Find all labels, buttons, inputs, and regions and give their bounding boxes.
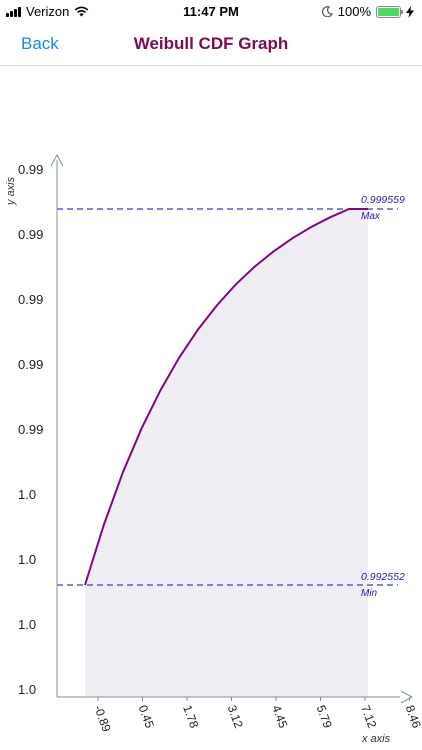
navigation-bar: Back Weibull CDF Graph: [0, 24, 422, 66]
x-tick-label: 5.79: [314, 703, 335, 730]
wifi-icon: [75, 6, 89, 17]
y-tick-label: 1.0: [18, 617, 36, 632]
status-time: 11:47 PM: [183, 4, 239, 19]
page-title: Weibull CDF Graph: [133, 34, 289, 53]
x-tick-label: 7.12: [358, 703, 379, 730]
y-tick-label: 0.99: [18, 162, 43, 177]
min-value-label: 0.992552: [361, 571, 405, 583]
status-right: 100%: [321, 4, 414, 19]
status-left: Verizon: [6, 4, 89, 19]
y-axis-arrow-icon: [50, 153, 64, 167]
cdf-area-fill: [85, 209, 368, 697]
signal-strength-icon: [6, 6, 21, 17]
min-label: Min: [361, 588, 378, 599]
carrier-name: Verizon: [26, 4, 70, 19]
x-axis-arrow-icon: [400, 690, 414, 704]
battery-icon: [376, 5, 403, 18]
x-tick-label: 1.78: [180, 703, 201, 730]
moon-icon: [321, 6, 333, 17]
max-label: Max: [361, 211, 381, 222]
back-button[interactable]: Back: [21, 34, 59, 53]
y-tick-label: 0.99: [18, 292, 43, 307]
y-tick-label: 1.0: [18, 487, 36, 502]
y-tick-label: 0.99: [18, 357, 43, 372]
x-axis-label: x axis: [361, 733, 391, 745]
x-tick-label: -0.89: [91, 703, 114, 734]
cdf-series-line: [84, 208, 368, 586]
x-tick-label: 3.12: [225, 703, 246, 730]
x-tick-label: 4.45: [269, 703, 290, 730]
max-value-label: 0.999559: [361, 194, 405, 206]
y-tick-label: 0.99: [18, 422, 43, 437]
x-tick-label: 0.45: [136, 703, 157, 730]
status-bar: Verizon 11:47 PM 100%: [0, 0, 422, 24]
y-tick-label: 1.0: [18, 682, 36, 697]
y-tick-label: 1.0: [18, 552, 36, 567]
y-tick-label: 0.99: [18, 227, 43, 242]
x-tick-label: 8.46: [403, 703, 422, 730]
battery-level-fill: [378, 7, 399, 16]
weibull-cdf-chart: y axis x axis 0.99 0.99 0.99 0.99 0.99 1.0 1.0 1.…: [5, 153, 422, 745]
charging-bolt-icon: [406, 5, 414, 18]
battery-percent: 100%: [337, 4, 371, 19]
y-axis-label: y axis: [5, 176, 17, 206]
